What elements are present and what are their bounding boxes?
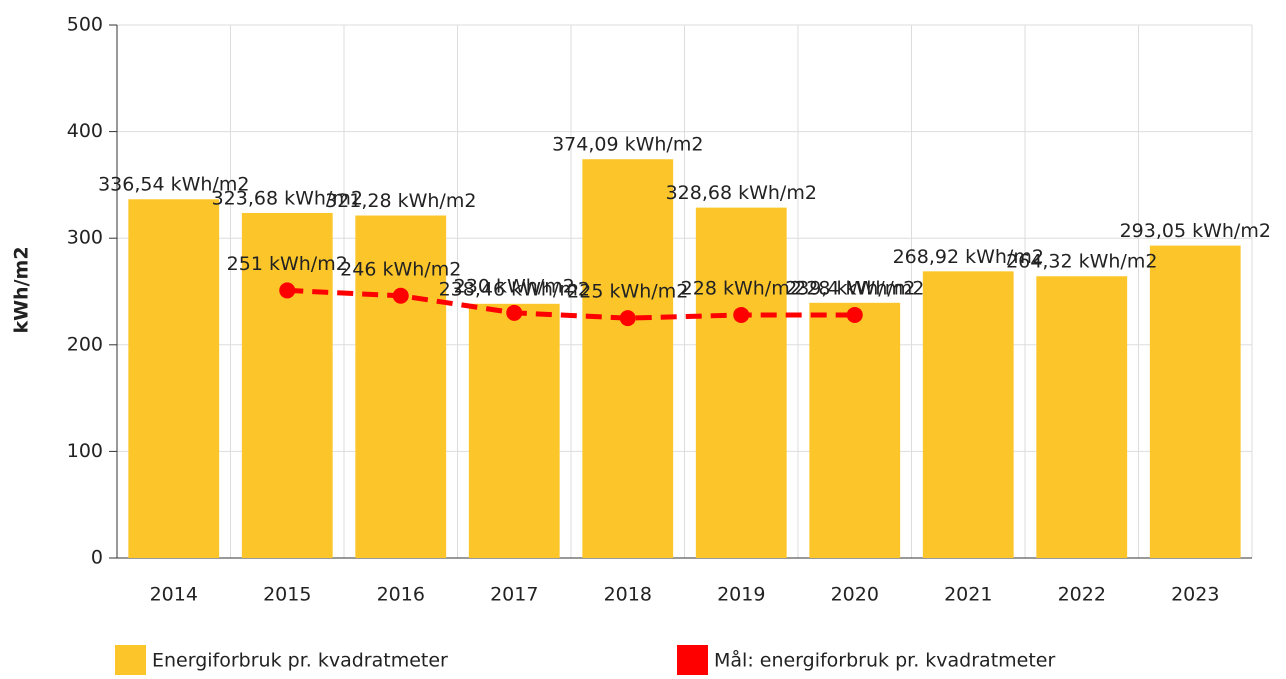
x-tick-label: 2020 (831, 584, 879, 606)
x-tick-label: 2015 (263, 584, 311, 606)
data-label: 239,4 kWh/m2 (785, 277, 924, 299)
y-tick-label: 200 (67, 333, 103, 355)
data-label: 251 kWh/m2 (227, 253, 348, 275)
line (287, 287, 855, 321)
bar (809, 302, 901, 558)
bar (128, 199, 220, 559)
x-tick-label: 2022 (1058, 584, 1106, 606)
data-label: 264,32 kWh/m2 (1006, 251, 1157, 273)
x-tick-label: 2018 (604, 584, 652, 606)
point (279, 282, 296, 299)
x-tick-label: 2017 (490, 584, 538, 606)
x-tick-label: 2021 (944, 584, 992, 606)
data-label: 225 kWh/m2 (567, 281, 688, 303)
data-label: 246 kWh/m2 (340, 258, 461, 280)
data-label: 323,68 kWh/m2 (212, 187, 363, 209)
legend-swatch (115, 645, 146, 676)
y-tick-label: 300 (67, 227, 103, 249)
point (846, 306, 863, 323)
legend-swatch (677, 645, 708, 676)
y-tick-label: 0 (91, 547, 103, 569)
bar (922, 271, 1014, 558)
bar (241, 212, 333, 558)
bar (582, 159, 674, 558)
point (733, 306, 750, 323)
bar (695, 207, 787, 558)
y-tick-label: 500 (67, 14, 103, 36)
bar (1036, 276, 1128, 558)
y-tick-label: 100 (67, 440, 103, 462)
bar (355, 215, 447, 559)
data-label: 238,46 kWh/m2 (439, 278, 590, 300)
data-label: 321,28 kWh/m2 (325, 190, 476, 212)
data-label: 230 kWh/m2 (454, 275, 575, 297)
point (392, 287, 409, 304)
bar (468, 303, 560, 558)
y-axis-label: kWh/m2 (11, 246, 33, 333)
data-label: 293,05 kWh/m2 (1120, 220, 1271, 242)
legend-label: Mål: energiforbruk pr. kvadratmeter (714, 649, 1055, 672)
data-label: 336,54 kWh/m2 (98, 174, 249, 196)
x-tick-label: 2019 (717, 584, 765, 606)
x-tick-label: 2023 (1171, 584, 1219, 606)
point (619, 310, 636, 327)
data-label: 328,68 kWh/m2 (666, 182, 817, 204)
y-tick-label: 400 (67, 120, 103, 142)
data-label: 374,09 kWh/m2 (552, 134, 703, 156)
data-label: 268,92 kWh/m2 (893, 246, 1044, 268)
bar (1149, 245, 1241, 558)
point (506, 304, 523, 321)
x-tick-label: 2014 (150, 584, 198, 606)
data-label: 228 kWh/m2 (794, 277, 915, 299)
x-tick-label: 2016 (377, 584, 425, 606)
legend-label: Energiforbruk pr. kvadratmeter (152, 650, 448, 672)
data-label: 228 kWh/m2 (681, 277, 802, 299)
